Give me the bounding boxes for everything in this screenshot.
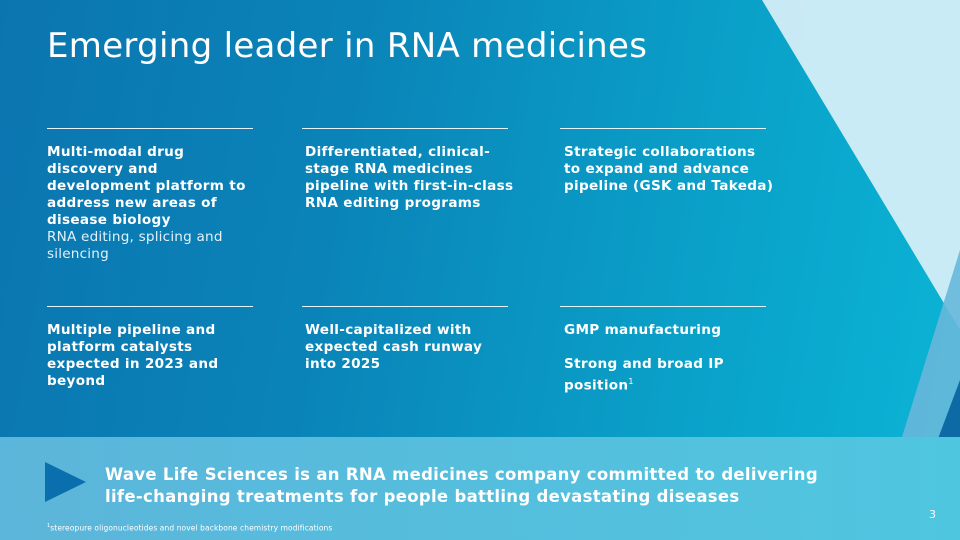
feature-heading: Well-capitalized with expected cash runw… (305, 322, 483, 372)
divider-line (47, 128, 253, 129)
feature-block-manufacturing: GMP manufacturing Strong and broad IP po… (564, 322, 774, 395)
feature-block-collaborations: Strategic collaborations to expand and a… (564, 144, 774, 195)
bottom-banner (0, 437, 960, 540)
feature-block-capital: Well-capitalized with expected cash runw… (305, 322, 495, 373)
divider-line (302, 306, 508, 307)
footnote-text: stereopure oligonucleotides and novel ba… (50, 523, 333, 533)
divider-line (47, 306, 253, 307)
feature-block-platform: Multi-modal drug discovery and developme… (47, 144, 257, 263)
feature-heading: Multi-modal drug discovery and developme… (47, 144, 246, 228)
footnote-ref: 1 (628, 377, 634, 386)
feature-subtext: RNA editing, splicing and silencing (47, 229, 223, 262)
page-number: 3 (929, 508, 936, 521)
feature-heading: Multiple pipeline and platform catalysts… (47, 322, 219, 389)
feature-block-pipeline: Differentiated, clinical-stage RNA medic… (305, 144, 515, 212)
divider-line (560, 128, 766, 129)
feature-heading: Differentiated, clinical-stage RNA medic… (305, 144, 514, 211)
light-triangle-top-right (762, 0, 960, 330)
feature-heading: Strategic collaborations to expand and a… (564, 144, 774, 194)
feature-block-catalysts: Multiple pipeline and platform catalysts… (47, 322, 232, 390)
feature-heading-ip-text: Strong and broad IP position (564, 356, 724, 394)
footnote: 1stereopure oligonucleotides and novel b… (47, 523, 332, 533)
divider-line (302, 128, 508, 129)
page-title: Emerging leader in RNA medicines (47, 26, 648, 66)
feature-heading-ip: Strong and broad IP position1 (564, 356, 734, 395)
footnote-marker: 1 (47, 523, 51, 529)
triangle-arrow-icon (45, 462, 86, 502)
feature-heading: GMP manufacturing (564, 322, 722, 338)
tagline: Wave Life Sciences is an RNA medicines c… (105, 465, 818, 506)
divider-line (560, 306, 766, 307)
